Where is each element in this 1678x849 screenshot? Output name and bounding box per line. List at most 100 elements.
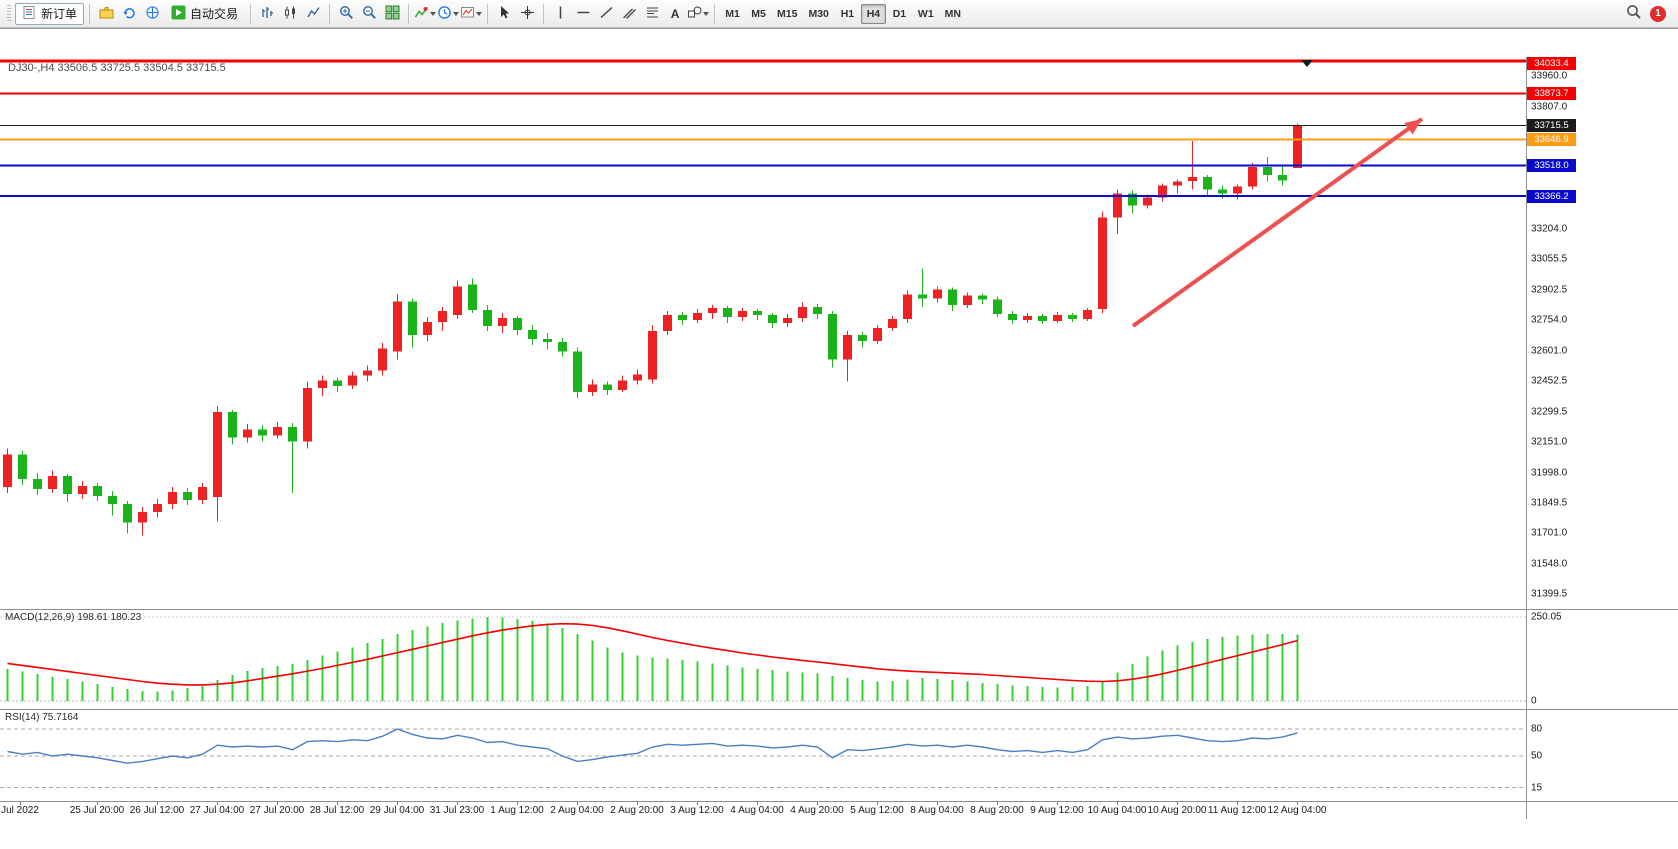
time-scale-label: 25 Jul 20:00 bbox=[69, 805, 125, 816]
profiles-button[interactable] bbox=[95, 3, 117, 25]
chevron-down-icon bbox=[476, 11, 483, 16]
price-scale-label: 32151.0 bbox=[1531, 436, 1568, 448]
time-axis-splitter[interactable] bbox=[0, 801, 1678, 802]
time-scale-label: 12 Aug 04:00 bbox=[1267, 805, 1327, 816]
time-scale-label: 2 Aug 04:00 bbox=[550, 805, 604, 816]
line-chart-button[interactable] bbox=[302, 3, 324, 25]
fibonacci-button[interactable] bbox=[641, 3, 663, 25]
time-scale-label: 10 Aug 04:00 bbox=[1087, 805, 1147, 816]
time-scale-label: 1 Aug 12:00 bbox=[490, 805, 544, 816]
text-icon: A bbox=[670, 6, 680, 21]
time-scale-tick bbox=[217, 801, 218, 805]
new-order-icon bbox=[22, 5, 37, 23]
vertical-line-button[interactable] bbox=[549, 3, 571, 25]
chart-shift-marker[interactable] bbox=[1301, 60, 1313, 67]
candlestick-chart-button[interactable] bbox=[279, 3, 301, 25]
price-scale-label: 31998.0 bbox=[1531, 467, 1568, 479]
toolbar-separator bbox=[487, 3, 489, 24]
candlestick-chart-icon bbox=[283, 5, 298, 23]
macd-panel-splitter[interactable] bbox=[0, 609, 1678, 610]
refresh-icon bbox=[122, 5, 137, 23]
search-icon bbox=[1626, 4, 1642, 23]
price-tag: 33518.0 bbox=[1527, 159, 1576, 172]
vertical-line-icon bbox=[553, 5, 568, 23]
timeframe-mn-button[interactable]: MN bbox=[944, 7, 961, 20]
time-scale-label: 27 Jul 20:00 bbox=[249, 805, 305, 816]
time-scale-tick bbox=[457, 801, 458, 805]
macd-histogram bbox=[6, 617, 1299, 701]
horizontal-line-button[interactable] bbox=[572, 3, 594, 25]
trendline-button[interactable] bbox=[595, 3, 617, 25]
periods-button[interactable] bbox=[437, 3, 460, 25]
notification-badge[interactable]: 1 bbox=[1650, 5, 1666, 22]
zoom-in-button[interactable] bbox=[335, 3, 357, 25]
templates-button[interactable] bbox=[460, 3, 483, 25]
tile-windows-button[interactable] bbox=[381, 3, 403, 25]
main-chart-canvas[interactable] bbox=[0, 57, 1526, 609]
timeframe-h4-button[interactable]: H4 bbox=[860, 3, 886, 24]
full-screen-icon bbox=[145, 5, 160, 23]
toolbar-separator bbox=[714, 3, 716, 24]
time-scale-tick bbox=[337, 801, 338, 805]
time-scale-label: 31 Jul 23:00 bbox=[429, 805, 485, 816]
chart-area: DJ30-,H4 33506.5 33725.5 33504.5 33715.5… bbox=[0, 28, 1678, 849]
price-scale-label: 33055.5 bbox=[1531, 253, 1568, 265]
indicators-button[interactable] bbox=[414, 3, 437, 25]
price-tag: 33646.9 bbox=[1527, 132, 1576, 146]
toolbar-separator bbox=[543, 3, 545, 24]
auto-trading-icon bbox=[171, 5, 186, 23]
price-scale-label: 32299.5 bbox=[1531, 406, 1568, 418]
text-tool-button[interactable]: A bbox=[664, 3, 686, 25]
rsi-panel-splitter[interactable] bbox=[0, 709, 1678, 710]
equidistant-channel-icon bbox=[622, 5, 637, 23]
crosshair-button[interactable] bbox=[516, 3, 538, 25]
rsi-panel-canvas[interactable] bbox=[0, 709, 1526, 801]
zoom-out-button[interactable] bbox=[358, 3, 380, 25]
price-scale-border bbox=[1526, 57, 1527, 819]
time-scale-tick bbox=[1057, 801, 1058, 805]
timeframe-d1-button[interactable]: D1 bbox=[892, 7, 907, 20]
time-scale-tick bbox=[1297, 801, 1298, 805]
templates-icon bbox=[460, 5, 475, 23]
chart-title: DJ30-,H4 33506.5 33725.5 33504.5 33715.5 bbox=[8, 62, 226, 74]
time-scale-label: 3 Aug 12:00 bbox=[670, 805, 724, 816]
chevron-down-icon bbox=[430, 11, 437, 16]
search-button[interactable] bbox=[1623, 3, 1645, 25]
auto-trading-button[interactable]: 自动交易 bbox=[164, 3, 245, 25]
toolbar-grip[interactable] bbox=[7, 4, 11, 23]
trend-arrow[interactable] bbox=[1131, 117, 1424, 328]
time-scale-tick bbox=[1237, 801, 1238, 805]
cursor-icon bbox=[497, 5, 512, 23]
time-scale-tick bbox=[877, 801, 878, 805]
main-toolbar: 新订单 自动交易 bbox=[0, 0, 1678, 28]
macd-panel-canvas[interactable] bbox=[0, 609, 1526, 709]
time-scale-label: 29 Jul 04:00 bbox=[369, 805, 425, 816]
cursor-button[interactable] bbox=[493, 3, 515, 25]
price-tag: 33366.2 bbox=[1527, 189, 1576, 203]
time-scale-tick bbox=[1117, 801, 1118, 805]
timeframe-m1-button[interactable]: M1 bbox=[725, 7, 740, 20]
new-order-button[interactable]: 新订单 bbox=[15, 2, 85, 25]
price-tag: 33715.5 bbox=[1527, 119, 1576, 132]
timeframe-w1-button[interactable]: W1 bbox=[917, 7, 934, 20]
timeframe-m30-button[interactable]: M30 bbox=[808, 7, 829, 20]
price-scale-label: 33204.0 bbox=[1531, 223, 1568, 235]
bar-chart-button[interactable] bbox=[256, 3, 278, 25]
refresh-button[interactable] bbox=[118, 3, 140, 25]
time-scale-label: 10 Aug 20:00 bbox=[1147, 805, 1207, 816]
indicators-icon bbox=[414, 5, 429, 23]
timeframe-m15-button[interactable]: M15 bbox=[777, 7, 798, 20]
timeframe-h1-button[interactable]: H1 bbox=[840, 7, 855, 20]
price-scale-label: 31701.0 bbox=[1531, 527, 1568, 539]
time-scale-tick bbox=[817, 801, 818, 805]
tile-windows-icon bbox=[385, 5, 400, 23]
equidistant-channel-button[interactable] bbox=[618, 3, 640, 25]
rsi-scale-label: 80 bbox=[1531, 723, 1543, 735]
bar-chart-icon bbox=[260, 5, 275, 23]
zoom-in-icon bbox=[339, 5, 354, 23]
shapes-button[interactable] bbox=[687, 3, 710, 25]
full-screen-button[interactable] bbox=[141, 3, 163, 25]
time-scale-tick bbox=[1177, 801, 1178, 805]
macd-scale-label: 0 bbox=[1531, 695, 1537, 707]
timeframe-m5-button[interactable]: M5 bbox=[751, 7, 766, 20]
